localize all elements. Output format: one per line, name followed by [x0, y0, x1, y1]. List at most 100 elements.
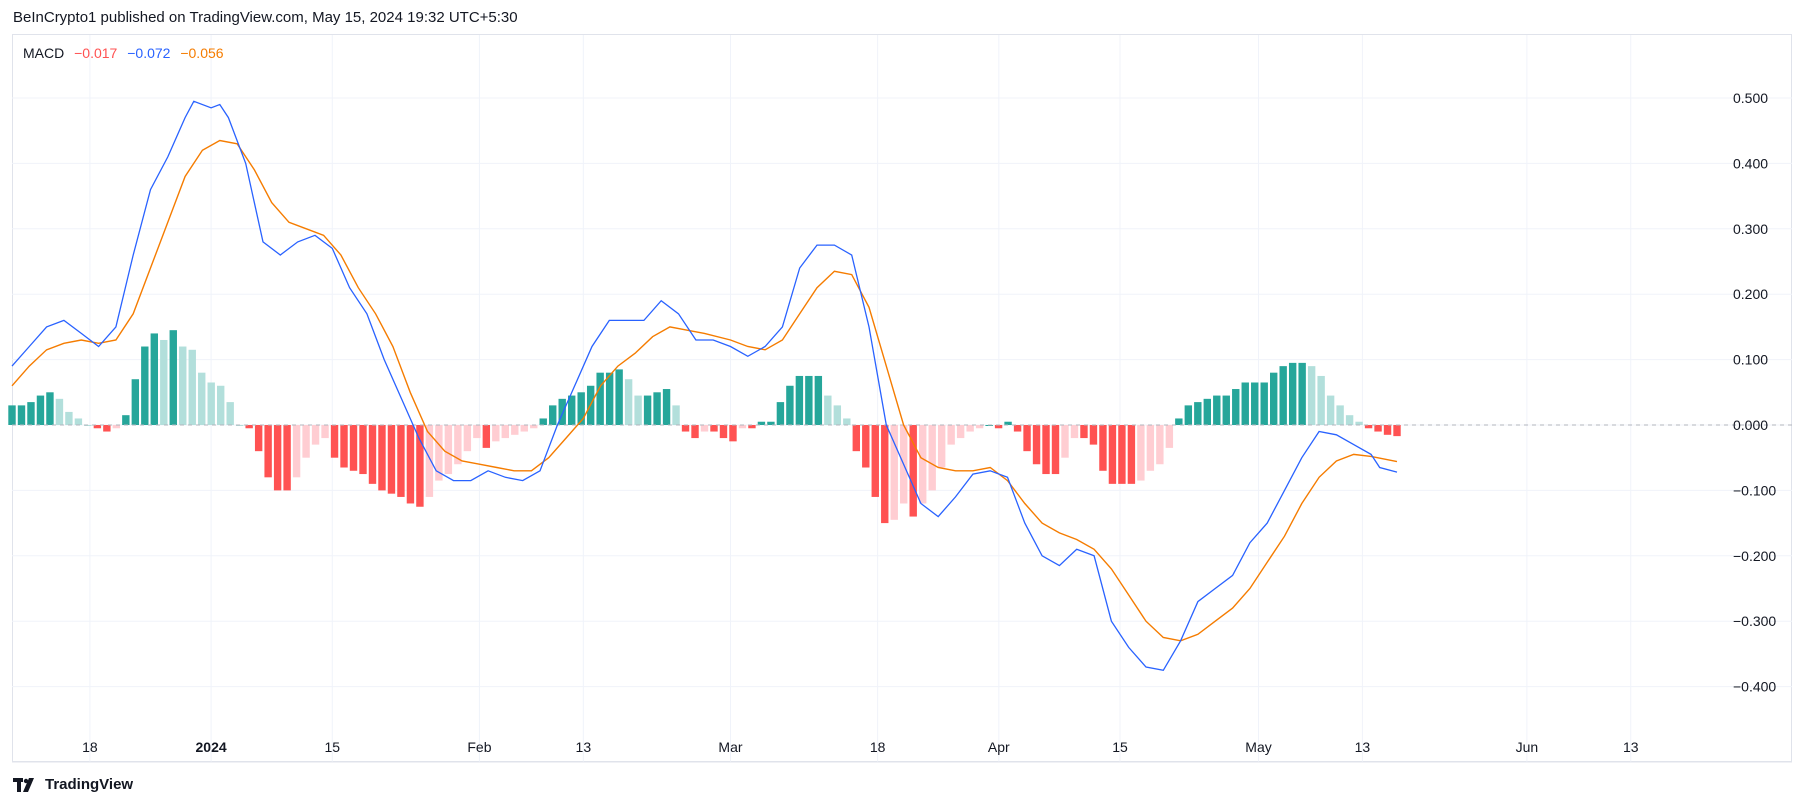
- x-tick-label: Mar: [718, 739, 742, 755]
- histogram-bar: [549, 405, 557, 425]
- histogram-bar: [1203, 398, 1211, 425]
- legend-histogram-value: −0.017: [74, 45, 118, 61]
- grid: [12, 35, 1792, 762]
- histogram-bar: [871, 425, 879, 497]
- histogram-bar: [368, 425, 377, 484]
- histogram-bar: [520, 425, 528, 432]
- histogram-bar: [1288, 362, 1297, 425]
- histogram-bar: [217, 385, 225, 425]
- histogram-bar: [919, 425, 927, 504]
- histogram-bar: [1222, 395, 1230, 425]
- histogram-bar: [131, 379, 140, 425]
- y-tick-label: 0.200: [1733, 286, 1768, 302]
- histogram-bar: [1317, 375, 1325, 425]
- histogram-bar: [975, 425, 984, 429]
- histogram-bar: [207, 382, 215, 425]
- histogram-bar: [681, 425, 690, 432]
- histogram-bar: [55, 398, 64, 425]
- histogram-bar: [406, 425, 415, 504]
- histogram-bar: [46, 392, 54, 425]
- histogram-bar: [1146, 425, 1155, 471]
- legend-signal-value: −0.056: [180, 45, 224, 61]
- histogram-bar: [169, 330, 177, 425]
- histogram-bar: [273, 425, 282, 491]
- histogram-bar: [492, 425, 500, 442]
- publish-header: BeInCrypto1 published on TradingView.com…: [13, 9, 518, 26]
- histogram-bar: [160, 339, 168, 425]
- histogram-bar: [672, 405, 680, 425]
- histogram-bar: [805, 375, 813, 425]
- histogram-bar: [653, 392, 661, 425]
- histogram-bar: [482, 425, 491, 448]
- indicator-legend[interactable]: MACD −0.017 −0.072 −0.056: [23, 45, 230, 61]
- histogram-bar: [615, 369, 623, 425]
- histogram-bar: [558, 398, 566, 425]
- histogram-bar: [378, 425, 386, 491]
- histogram-bar: [349, 425, 358, 471]
- histogram-bar: [1364, 425, 1373, 429]
- histogram-bar: [359, 425, 367, 475]
- histogram-bar: [1099, 425, 1107, 471]
- histogram-bar: [776, 402, 785, 425]
- histogram-bar: [511, 425, 519, 435]
- x-tick-label: Feb: [467, 739, 491, 755]
- price-axis[interactable]: 0.500 0.400 0.300 0.200 0.100 0.000 −0.100 −0.2…: [1733, 90, 1776, 695]
- histogram-bar: [1175, 418, 1183, 425]
- histogram-bar: [330, 425, 339, 458]
- histogram-bar: [862, 425, 870, 468]
- histogram-bar: [1355, 421, 1363, 425]
- histogram-bar: [757, 421, 766, 425]
- y-tick-label: 0.000: [1733, 417, 1768, 433]
- histogram-bar: [264, 425, 272, 478]
- histogram-bar: [1042, 425, 1050, 475]
- time-axis[interactable]: 18 2024 15 Feb 13 Mar 18 Apr 15 May 13 Jun 13: [12, 739, 1792, 763]
- histogram-bar: [1165, 425, 1174, 448]
- histogram-bar: [150, 333, 158, 425]
- histogram-bar: [292, 425, 301, 478]
- histogram-bar: [311, 425, 320, 445]
- histogram-bar: [473, 425, 481, 439]
- histogram-bar: [93, 425, 102, 429]
- histogram-bar: [1089, 425, 1098, 445]
- x-tick-label: Jun: [1516, 739, 1539, 755]
- histogram-bar: [226, 402, 234, 425]
- histogram-bar: [596, 372, 604, 425]
- histogram-bar: [1260, 382, 1268, 425]
- histogram-bar: [909, 425, 917, 517]
- histogram-bar: [605, 372, 614, 425]
- histogram-bar: [1326, 395, 1335, 425]
- histogram-bar: [463, 425, 472, 452]
- histogram-bar: [1213, 395, 1221, 425]
- x-tick-label: 13: [576, 739, 592, 755]
- histogram-bar: [568, 395, 576, 425]
- x-tick-label: 15: [324, 739, 340, 755]
- histogram-bar: [1156, 425, 1164, 465]
- y-tick-label: −0.300: [1733, 613, 1776, 629]
- histogram-bar: [416, 425, 424, 507]
- histogram-bar: [577, 392, 585, 425]
- y-tick-label: −0.200: [1733, 548, 1776, 564]
- histogram-bar: [890, 425, 898, 520]
- y-tick-label: 0.300: [1733, 221, 1768, 237]
- histogram-bar: [824, 395, 832, 425]
- histogram-bar: [254, 425, 263, 452]
- histogram-bar: [738, 425, 747, 429]
- histogram-bar: [662, 389, 671, 425]
- y-tick-label: 0.500: [1733, 90, 1768, 106]
- histogram-bar: [65, 411, 73, 425]
- histogram-bar: [454, 425, 462, 465]
- tradingview-footer[interactable]: TradingView: [13, 776, 133, 793]
- histogram-bar: [1383, 425, 1392, 435]
- histogram-bar: [852, 425, 860, 452]
- histogram-bar: [624, 379, 633, 425]
- histogram-bar: [8, 405, 16, 425]
- histogram-bar: [1307, 366, 1316, 425]
- histogram-bar: [634, 395, 642, 425]
- x-tick-label: 13: [1623, 739, 1639, 755]
- histogram-bar: [1080, 425, 1088, 439]
- footer-brand: TradingView: [45, 776, 134, 793]
- histogram-bar: [539, 418, 547, 425]
- histogram-bar: [112, 425, 121, 429]
- histogram-bar: [1061, 425, 1069, 458]
